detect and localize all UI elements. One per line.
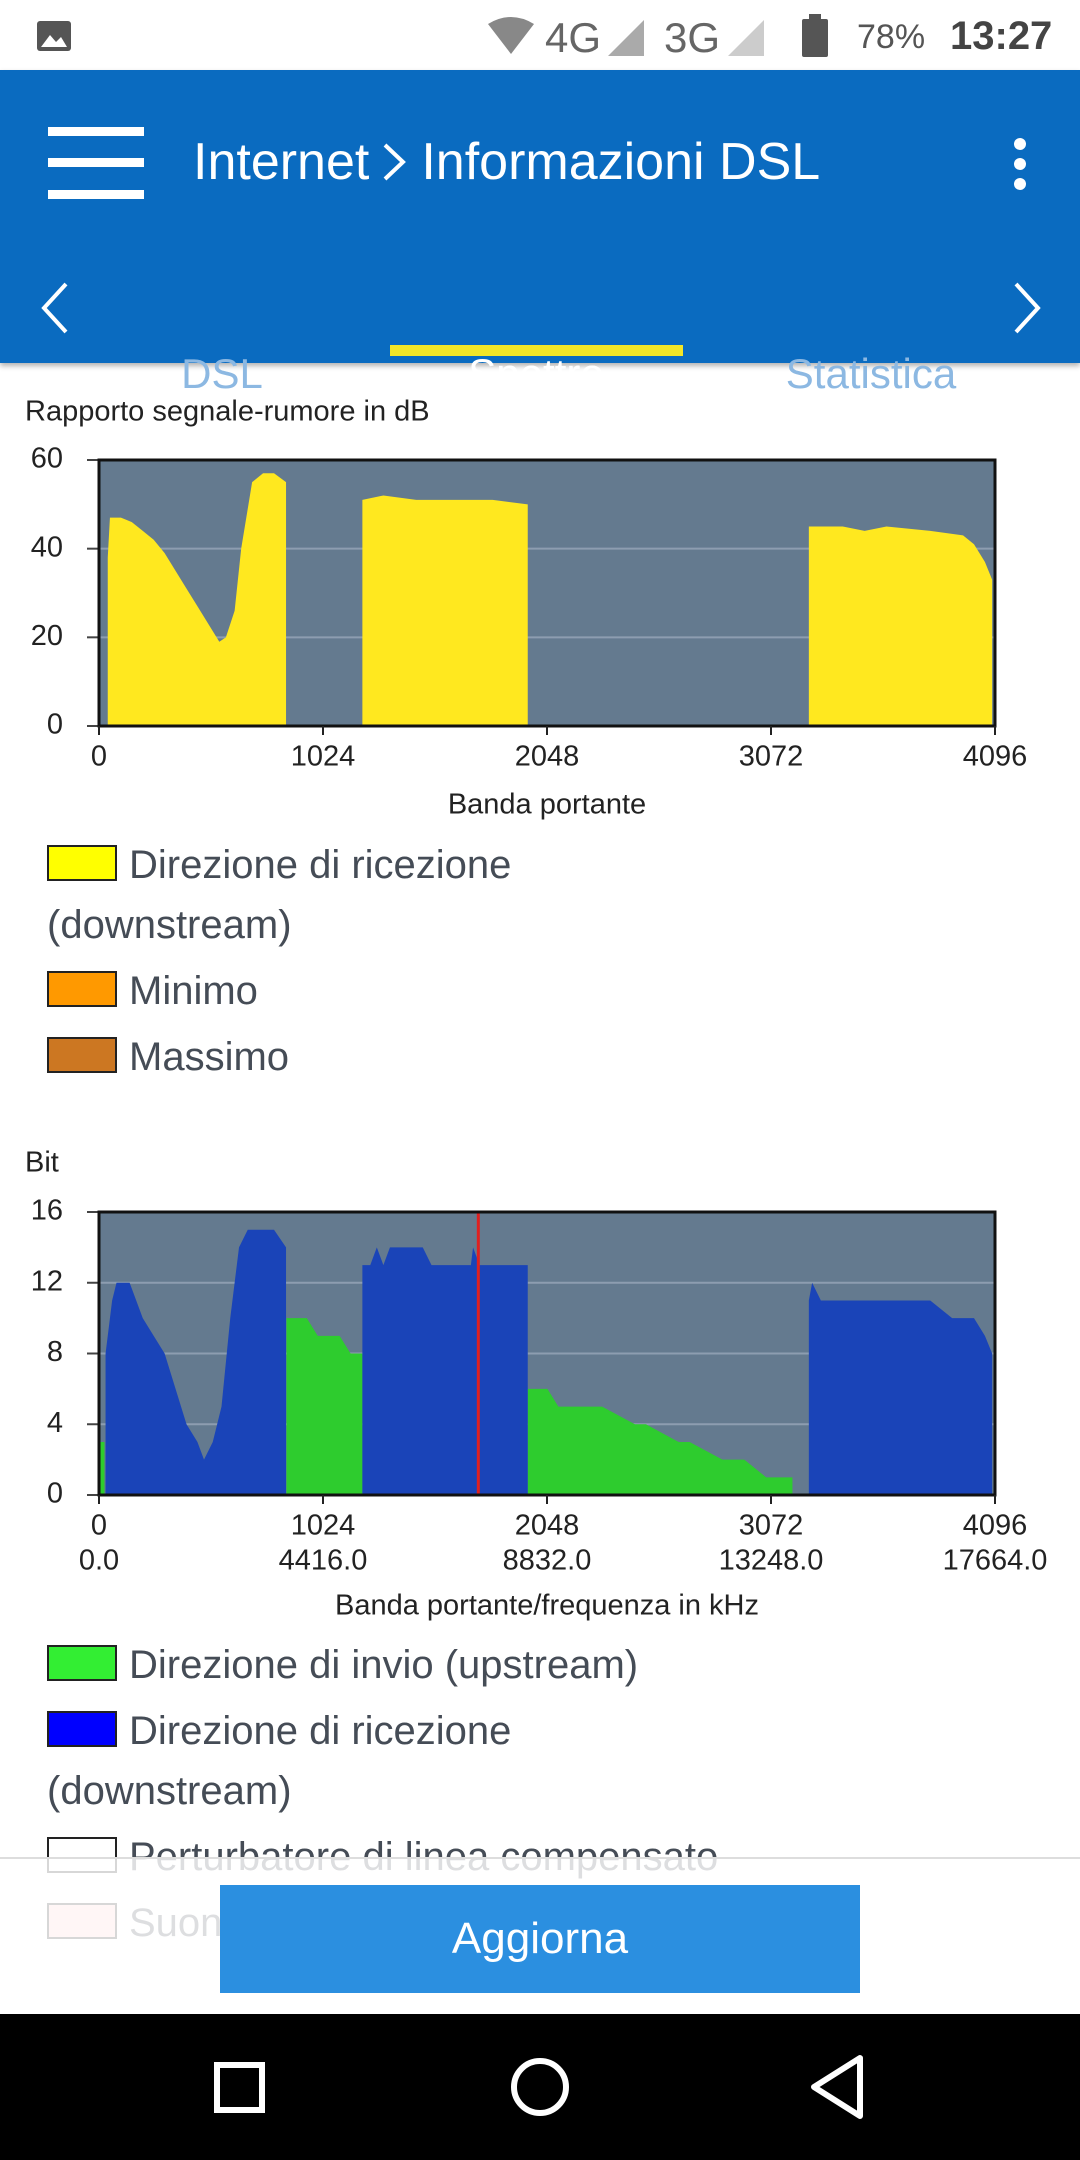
home-button[interactable]: [511, 2058, 569, 2116]
recents-button[interactable]: [214, 2062, 265, 2113]
legend-label: Direzione di invio (upstream): [129, 1643, 639, 1687]
tab[interactable]: Spettro: [468, 350, 604, 397]
x2-tick-label: 4416.0: [279, 1545, 368, 1577]
back-button[interactable]: [811, 2055, 863, 2119]
x-tick-label: 3072: [739, 1510, 804, 1542]
legend: Direzione di ricezione (downstream) Minim…: [47, 835, 767, 1093]
legend-item: Direzione di ricezione (downstream): [47, 835, 767, 955]
x2-tick-label: 8832.0: [503, 1545, 592, 1577]
x2-tick-label: 13248.0: [719, 1545, 824, 1577]
legend-label: Direzione di ricezione (downstream): [47, 843, 512, 947]
legend-label: Minimo: [129, 969, 258, 1013]
y-tick-label: 20: [31, 620, 63, 652]
signal-icon: [608, 20, 644, 56]
y-tick-label: 60: [31, 443, 63, 475]
legend-swatch: [47, 1711, 117, 1748]
x-axis-label: Banda portante: [448, 789, 646, 821]
gallery-icon: [37, 21, 71, 51]
legend-swatch: [47, 1645, 117, 1682]
legend-swatch: [47, 971, 117, 1008]
status-bar: 4G 3G 78% 13:27: [0, 0, 1080, 70]
battery-label: 78%: [857, 18, 926, 56]
chart-title: Rapporto segnale-rumore in dB: [25, 396, 430, 428]
legend-label: Direzione di ricezione (downstream): [47, 1709, 512, 1813]
x-tick-label: 1024: [291, 1510, 356, 1542]
legend-swatch: [47, 1037, 117, 1074]
refresh-button[interactable]: Aggiorna: [220, 1885, 860, 1993]
x-tick-label: 2048: [515, 741, 580, 773]
chart-title: Bit: [25, 1147, 59, 1179]
legend-item: Minimo: [47, 961, 767, 1021]
x-tick-label: 3072: [739, 741, 804, 773]
area: [105, 1229, 993, 1495]
breadcrumb-item[interactable]: Internet: [193, 133, 370, 191]
app-bar: Internet Informazioni DSL DSL Spettro Stat…: [0, 70, 1080, 397]
y-tick-label: 0: [47, 709, 63, 741]
area: [107, 473, 993, 726]
tab[interactable]: DSL: [181, 350, 263, 397]
nav-icons: [214, 2055, 863, 2119]
battery-icon: [802, 14, 828, 57]
breadcrumb-item: Informazioni DSL: [421, 133, 821, 191]
overflow-menu[interactable]: [1008, 136, 1032, 192]
menu-button[interactable]: [48, 127, 144, 199]
clock: 13:27: [950, 14, 1053, 58]
tab[interactable]: Statistica: [785, 350, 957, 397]
x-tick-label: 4096: [963, 1510, 1028, 1542]
wifi-icon: [488, 17, 534, 54]
y-tick-label: 12: [31, 1265, 63, 1297]
signal-icon: [728, 20, 764, 56]
legend-item: Massimo: [47, 1027, 767, 1087]
x2-tick-label: 0.0: [79, 1545, 119, 1577]
x-axis-label: Banda portante/frequenza in kHz: [335, 1590, 759, 1622]
tab-next[interactable]: [1010, 280, 1044, 336]
x-tick-label: 0: [91, 1510, 107, 1542]
legend-item: Direzione di invio (upstream): [47, 1635, 767, 1695]
tab-indicator: [390, 345, 683, 356]
x-tick-label: 2048: [515, 1510, 580, 1542]
tab-prev[interactable]: [38, 280, 72, 336]
legend-item: Direzione di ricezione (downstream): [47, 1701, 767, 1821]
network-label: 3G: [664, 14, 721, 61]
legend-swatch: [47, 845, 117, 882]
y-tick-label: 0: [47, 1478, 63, 1510]
y-tick-label: 4: [47, 1407, 63, 1439]
x-tick-label: 4096: [963, 741, 1028, 773]
y-tick-label: 8: [47, 1336, 63, 1368]
x2-tick-label: 17664.0: [943, 1545, 1048, 1577]
x-tick-label: 1024: [291, 741, 356, 773]
network-label: 4G: [545, 14, 602, 61]
area: [100, 1318, 793, 1495]
y-tick-label: 40: [31, 531, 63, 563]
chevron-icon: [383, 143, 407, 181]
y-tick-label: 16: [31, 1195, 63, 1227]
legend-label: Massimo: [129, 1035, 290, 1079]
breadcrumb: Internet Informazioni DSL: [193, 132, 820, 192]
x-tick-label: 0: [91, 741, 107, 773]
nav-bar: [0, 2014, 1080, 2160]
